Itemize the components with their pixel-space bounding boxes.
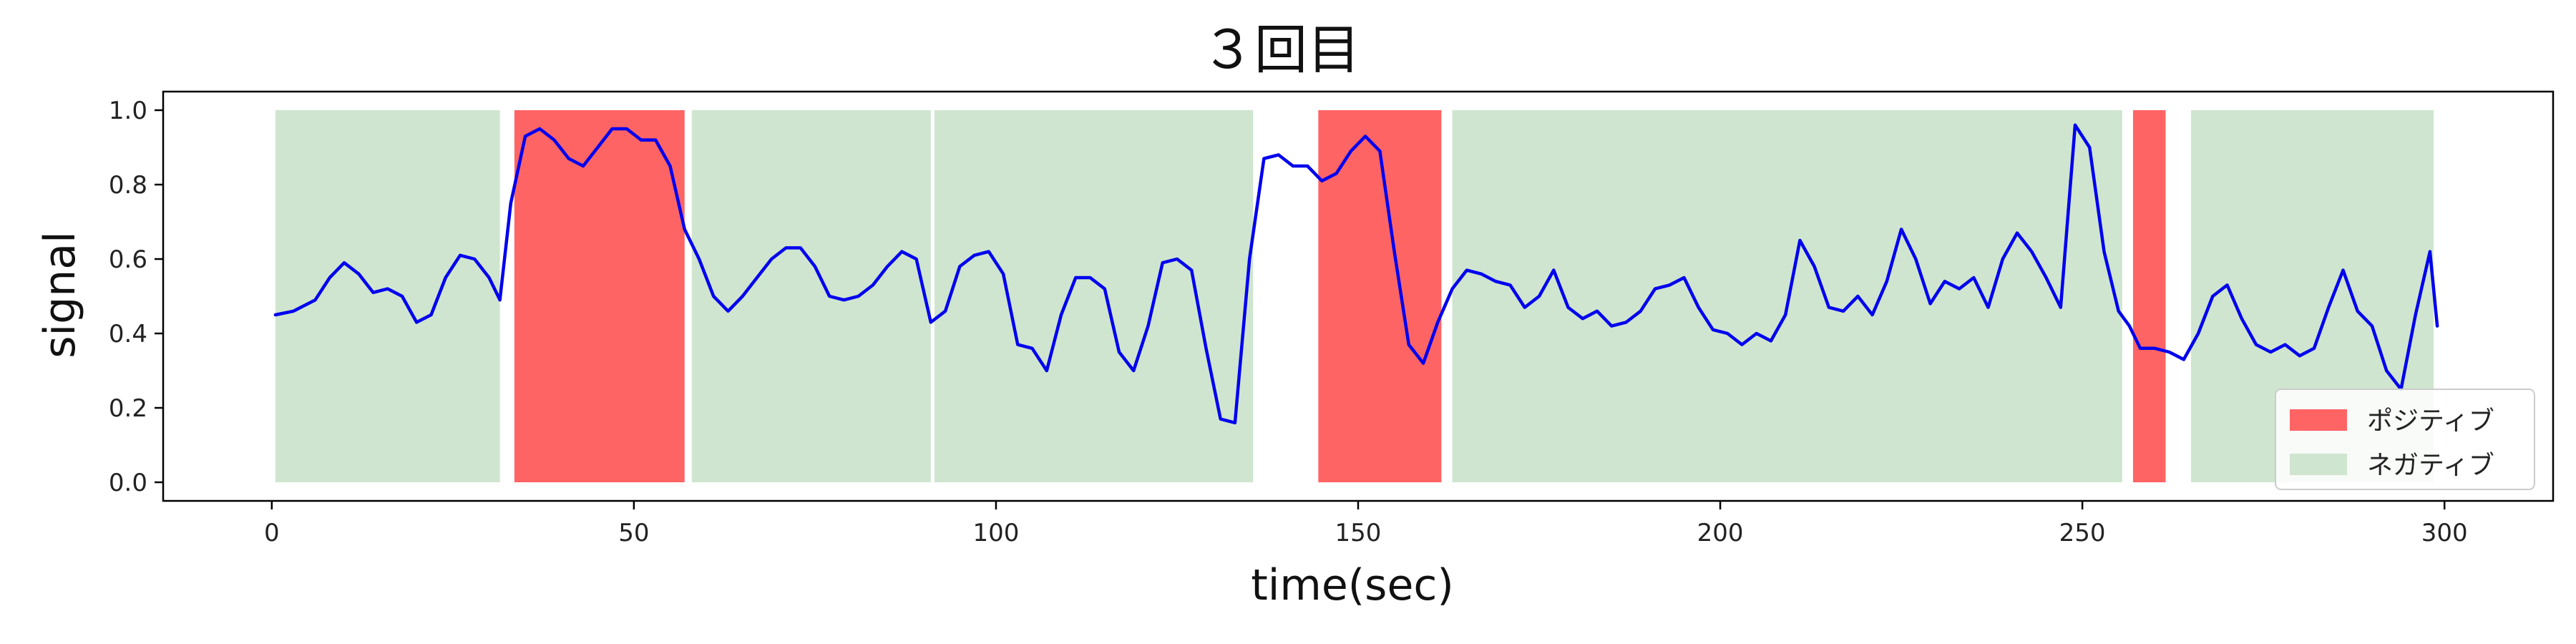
y-tick-label: 0.2 bbox=[109, 394, 147, 423]
y-tick-label: 0.8 bbox=[109, 171, 147, 200]
x-tick-label: 300 bbox=[2421, 519, 2468, 547]
negative-region-3 bbox=[934, 110, 1254, 482]
negative-region-5 bbox=[1452, 110, 2122, 482]
x-tick-label: 100 bbox=[972, 519, 1019, 547]
y-tick-label: 0.6 bbox=[109, 245, 147, 274]
legend-swatch bbox=[2290, 454, 2347, 475]
positive-region-1 bbox=[514, 110, 685, 482]
x-axis-label: time(sec) bbox=[1251, 560, 1454, 610]
regions-layer bbox=[275, 110, 2434, 482]
negative-region-0 bbox=[275, 110, 500, 482]
x-tick-label: 250 bbox=[2059, 519, 2106, 547]
legend-swatch bbox=[2290, 409, 2347, 431]
legend-label: ポジティブ bbox=[2367, 406, 2494, 436]
x-tick-label: 200 bbox=[1697, 519, 1744, 547]
positive-region-6 bbox=[2132, 110, 2166, 482]
legend-label: ネガティブ bbox=[2367, 451, 2494, 480]
signal-line-0 bbox=[273, 123, 2439, 425]
chart-title: ３回目 bbox=[1201, 19, 1360, 81]
x-tick-label: 50 bbox=[618, 519, 649, 547]
y-tick-label: 0.0 bbox=[109, 469, 147, 497]
positive-region-4 bbox=[1318, 110, 1442, 482]
ticks-layer: 0 50 100 150 200 250 300 0.0 0.2 0.4 0.6 0.8 1.0 bbox=[109, 97, 2468, 547]
y-tick-label: 1.0 bbox=[109, 97, 147, 125]
x-tick-label: 150 bbox=[1335, 519, 1382, 547]
x-tick-label: 0 bbox=[264, 519, 280, 547]
series-layer bbox=[273, 123, 2439, 425]
y-tick-label: 0.4 bbox=[109, 320, 147, 348]
negative-region-2 bbox=[691, 110, 931, 482]
y-axis-label: signal bbox=[35, 231, 85, 358]
